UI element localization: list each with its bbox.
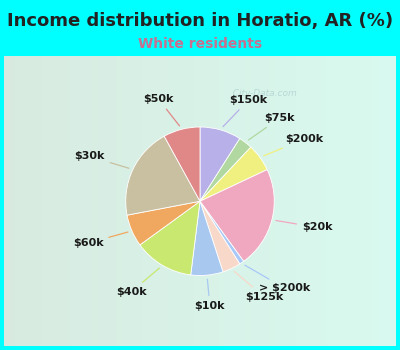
Wedge shape: [200, 147, 267, 201]
Text: $10k: $10k: [195, 279, 225, 311]
Wedge shape: [200, 201, 240, 272]
Wedge shape: [200, 201, 244, 264]
Wedge shape: [140, 201, 200, 275]
Wedge shape: [191, 201, 223, 275]
Text: $150k: $150k: [223, 95, 268, 127]
Text: $50k: $50k: [144, 94, 180, 126]
Wedge shape: [164, 127, 200, 201]
Text: City-Data.com: City-Data.com: [228, 89, 297, 98]
Text: $125k: $125k: [234, 272, 283, 302]
Text: $20k: $20k: [276, 220, 332, 232]
Text: Income distribution in Horatio, AR (%): Income distribution in Horatio, AR (%): [7, 12, 393, 30]
Text: White residents: White residents: [138, 37, 262, 51]
Text: > $200k: > $200k: [245, 265, 310, 293]
Text: $60k: $60k: [73, 232, 128, 248]
Wedge shape: [127, 201, 200, 245]
Wedge shape: [200, 127, 240, 201]
Text: $200k: $200k: [264, 134, 323, 156]
Wedge shape: [200, 170, 274, 261]
Wedge shape: [126, 136, 200, 215]
Text: $75k: $75k: [249, 113, 295, 140]
Text: $30k: $30k: [74, 152, 129, 168]
Wedge shape: [200, 139, 251, 201]
Text: $40k: $40k: [116, 268, 159, 297]
